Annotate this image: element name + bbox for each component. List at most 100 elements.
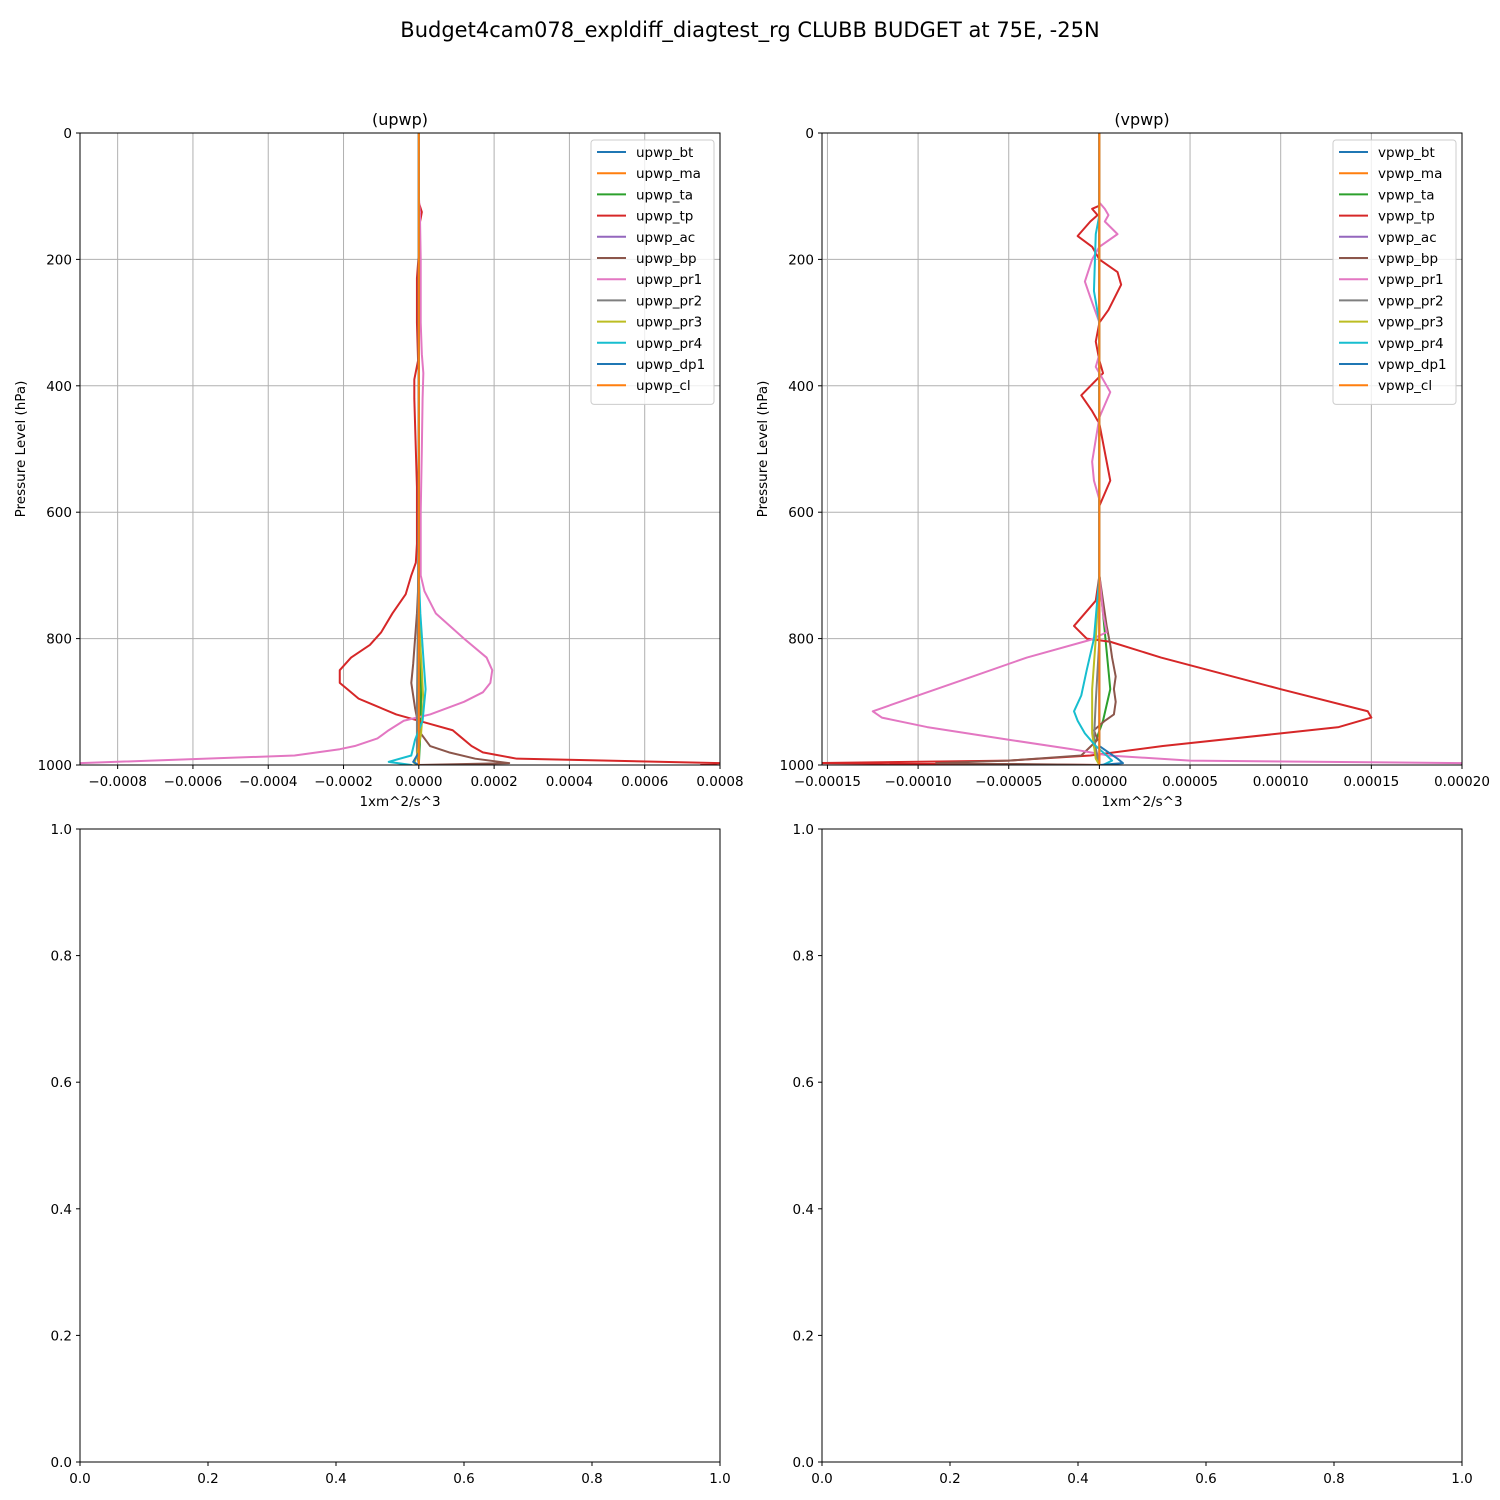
- ticks-empty-bottom-left: 0.0 0.2 0.4 0.6 0.8 1.0 0.0 0.2 0.4 0.6 0.8 1.0: [51, 822, 731, 1487]
- legend-label-upwp_pr3: upwp_pr3: [636, 315, 702, 331]
- series-group-upwp: [80, 133, 720, 765]
- x-tick-label: 0.2: [197, 1471, 218, 1487]
- series-group-vpwp: [822, 133, 1462, 765]
- series-line-upwp_tp: [338, 133, 720, 765]
- y-tick-label: 0.0: [793, 1455, 814, 1471]
- panel-empty-bottom-right: 0.0 0.2 0.4 0.6 0.8 1.0 0.0 0.2 0.4 0.6 0.8 1.0: [793, 822, 1473, 1487]
- x-tick-label: 0.6: [453, 1471, 474, 1487]
- x-tick-label: −0.00005: [975, 774, 1042, 790]
- legend-label-upwp_tp: upwp_tp: [636, 209, 693, 225]
- y-tick-label: 600: [46, 505, 72, 521]
- y-tick-label: 200: [46, 252, 72, 268]
- y-tick-label: 1.0: [793, 822, 814, 838]
- series-line-vpwp_tp: [822, 133, 1373, 765]
- legend-label-vpwp_cl: vpwp_cl: [1378, 378, 1432, 394]
- legend-label-vpwp_pr1: vpwp_pr1: [1378, 272, 1444, 288]
- x-tick-label: 0.00005: [1162, 774, 1218, 790]
- legend-label-vpwp_pr4: vpwp_pr4: [1378, 336, 1444, 352]
- legend-label-vpwp_bt: vpwp_bt: [1378, 145, 1435, 161]
- y-tick-label: 0.4: [793, 1202, 814, 1218]
- x-tick-label: 0.00000: [1071, 774, 1127, 790]
- figure-suptitle: Budget4cam078_expldiff_diagtest_rg CLUBB…: [400, 18, 1099, 43]
- y-tick-label: 1.0: [51, 822, 72, 838]
- y-tick-label: 0.4: [51, 1202, 72, 1218]
- legend-label-upwp_ac: upwp_ac: [636, 230, 695, 246]
- y-axis-label: Pressure Level (hPa): [13, 381, 29, 518]
- x-tick-label: 0.0002: [470, 774, 517, 790]
- panel-upwp: −0.0008 −0.0006 −0.0004 −0.0002 0.0000 0.0002…: [13, 110, 744, 810]
- ticks-vpwp: −0.00015 −0.00010 −0.00005 0.00000 0.00005 0.…: [780, 126, 1490, 790]
- legend-label-upwp_pr2: upwp_pr2: [636, 293, 702, 309]
- ticks-empty-bottom-right: 0.0 0.2 0.4 0.6 0.8 1.0 0.0 0.2 0.4 0.6 0.8 1.0: [793, 822, 1473, 1487]
- y-tick-label: 800: [788, 632, 814, 648]
- legend-label-upwp_pr1: upwp_pr1: [636, 272, 702, 288]
- x-tick-label: 1.0: [1451, 1471, 1472, 1487]
- series-line-vpwp_pr4: [1073, 133, 1114, 765]
- legend-box: [590, 139, 715, 405]
- x-tick-label: −0.0008: [88, 774, 147, 790]
- x-tick-label: 0.4: [325, 1471, 346, 1487]
- panel-title: (upwp): [372, 110, 428, 129]
- y-tick-label: 600: [788, 505, 814, 521]
- x-tick-label: 0.4: [1067, 1471, 1088, 1487]
- legend-label-vpwp_dp1: vpwp_dp1: [1378, 357, 1447, 373]
- legend-label-vpwp_ma: vpwp_ma: [1378, 166, 1442, 182]
- x-tick-label: −0.00015: [794, 774, 861, 790]
- axes-frame-empty-bottom-left: [79, 828, 721, 1463]
- x-tick-label: 0.8: [581, 1471, 602, 1487]
- x-tick-label: 0.6: [1195, 1471, 1216, 1487]
- panel-title: (vpwp): [1114, 110, 1169, 129]
- panel-empty-bottom-left: 0.0 0.2 0.4 0.6 0.8 1.0 0.0 0.2 0.4 0.6 0.8 1.0: [51, 822, 731, 1487]
- x-axis-label: 1xm^2/s^3: [359, 794, 440, 810]
- y-tick-label: 0.8: [793, 949, 814, 965]
- y-tick-label: 0.6: [51, 1075, 72, 1091]
- legend-upwp: upwp_bt upwp_ma upwp_ta upwp_tp upwp_ac upwp_…: [590, 139, 715, 405]
- x-tick-label: 0.2: [939, 1471, 960, 1487]
- y-tick-label: 1000: [780, 758, 814, 774]
- legend-label-vpwp_pr3: vpwp_pr3: [1378, 315, 1444, 331]
- x-tick-label: 0.8: [1323, 1471, 1344, 1487]
- x-tick-label: −0.0006: [164, 774, 223, 790]
- legend-label-upwp_dp1: upwp_dp1: [636, 357, 705, 373]
- legend-label-vpwp_pr2: vpwp_pr2: [1378, 293, 1444, 309]
- x-axis-label: 1xm^2/s^3: [1101, 794, 1182, 810]
- legend-label-upwp_pr4: upwp_pr4: [636, 336, 702, 352]
- legend-label-upwp_bp: upwp_bp: [636, 251, 697, 267]
- series-line-vpwp_pr1: [871, 133, 1462, 765]
- y-tick-label: 0.8: [51, 949, 72, 965]
- y-tick-label: 0: [63, 126, 72, 142]
- legend-label-upwp_ma: upwp_ma: [636, 166, 701, 182]
- axes-frame-upwp: [79, 132, 721, 766]
- panels: −0.0008 −0.0006 −0.0004 −0.0002 0.0000 0.0002…: [13, 110, 1490, 1487]
- legend-label-vpwp_bp: vpwp_bp: [1378, 251, 1438, 267]
- x-tick-label: 0.0: [811, 1471, 832, 1487]
- legend-label-upwp_bt: upwp_bt: [636, 145, 693, 161]
- x-tick-label: −0.0004: [239, 774, 298, 790]
- y-axis-label: Pressure Level (hPa): [755, 381, 771, 518]
- y-tick-label: 400: [46, 379, 72, 395]
- legend-vpwp: vpwp_bt vpwp_ma vpwp_ta vpwp_tp vpwp_ac vpwp_…: [1332, 139, 1457, 405]
- x-tick-label: 0.00015: [1343, 774, 1399, 790]
- axes-frame-vpwp: [821, 132, 1463, 766]
- ticks-upwp: −0.0008 −0.0006 −0.0004 −0.0002 0.0000 0.0002…: [38, 126, 744, 790]
- series-line-upwp_pr1: [80, 133, 494, 765]
- series-line-vpwp_bp: [935, 133, 1117, 765]
- x-tick-label: 0.0000: [395, 774, 442, 790]
- x-tick-label: −0.00010: [885, 774, 952, 790]
- legend-label-upwp_ta: upwp_ta: [636, 187, 693, 203]
- y-tick-label: 0.0: [51, 1455, 72, 1471]
- x-tick-label: −0.0002: [314, 774, 373, 790]
- y-tick-label: 400: [788, 379, 814, 395]
- x-tick-label: 0.00010: [1253, 774, 1309, 790]
- legend-label-vpwp_ac: vpwp_ac: [1378, 230, 1437, 246]
- x-tick-label: 0.0004: [546, 774, 593, 790]
- y-tick-label: 0.2: [51, 1328, 72, 1344]
- x-tick-label: 1.0: [709, 1471, 730, 1487]
- axes-frame-empty-bottom-right: [821, 828, 1463, 1463]
- legend-label-vpwp_ta: vpwp_ta: [1378, 187, 1435, 203]
- panel-vpwp: −0.00015 −0.00010 −0.00005 0.00000 0.00005 0.…: [755, 110, 1490, 810]
- y-tick-label: 1000: [38, 758, 72, 774]
- y-tick-label: 0.6: [793, 1075, 814, 1091]
- y-tick-label: 0: [805, 126, 814, 142]
